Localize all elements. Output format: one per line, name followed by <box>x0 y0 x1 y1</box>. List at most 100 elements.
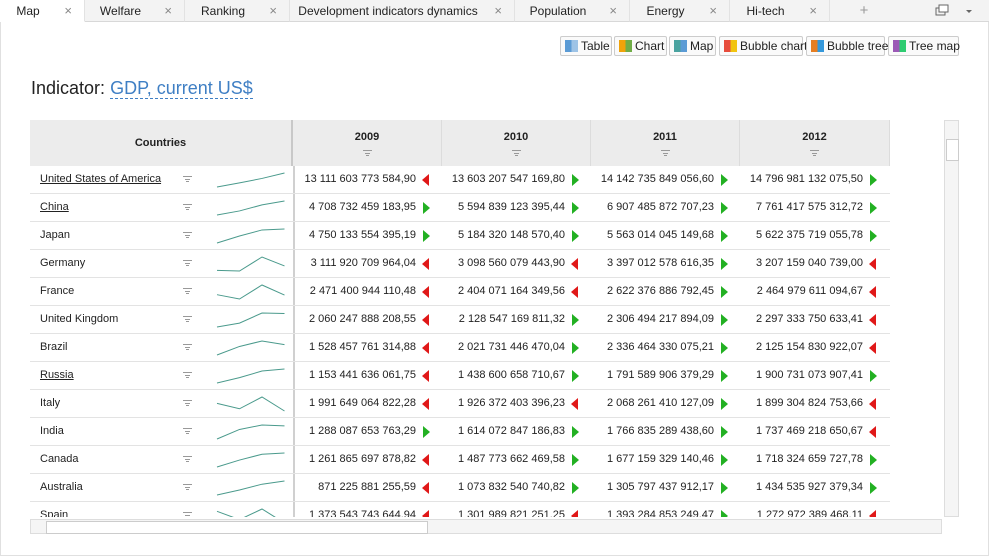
trend-arrow <box>721 258 728 270</box>
country-name: Italy <box>40 397 61 409</box>
tab-label: Population <box>529 4 587 18</box>
header-cell[interactable]: 2010 <box>442 120 591 166</box>
trend-down <box>422 454 429 466</box>
sort-filter-icon[interactable] <box>810 150 819 158</box>
value-cell: 1 373 543 743 644,94 <box>308 509 416 517</box>
row-filter-icon[interactable] <box>183 232 192 240</box>
trend-up <box>721 286 728 298</box>
country-name[interactable]: China <box>40 201 69 213</box>
sort-filter-icon[interactable] <box>362 150 372 158</box>
table-row: Germany 3 111 920 709 964,04 3 098 560 079… <box>30 250 890 278</box>
trend-down <box>422 314 429 326</box>
tab-close[interactable]: × <box>269 3 277 18</box>
trend-up <box>572 314 579 326</box>
trend-up <box>572 174 579 186</box>
window-controls[interactable] <box>930 3 980 19</box>
sparkline <box>216 424 285 440</box>
tab-close[interactable]: × <box>609 3 617 18</box>
tab-close[interactable]: × <box>809 3 817 18</box>
trend-down <box>422 482 429 494</box>
row-filter-icon[interactable] <box>183 456 192 464</box>
tab[interactable]: Population × <box>515 0 630 22</box>
trend-down <box>422 342 429 354</box>
scroll-thumb[interactable] <box>946 139 959 161</box>
view-button[interactable]: Bubble chart <box>719 36 807 56</box>
tab[interactable]: Energy × <box>630 0 730 22</box>
view-button[interactable]: Table <box>560 36 612 56</box>
country-name[interactable]: Russia <box>40 369 74 381</box>
tab-label: Map <box>16 4 40 18</box>
sparkline-line <box>216 480 285 496</box>
value-cell: 1 434 535 927 379,34 <box>755 481 863 493</box>
value-cell: 3 111 920 709 964,04 <box>310 257 416 269</box>
tab-close[interactable]: × <box>494 3 502 18</box>
country-name: Australia <box>40 481 83 493</box>
view-label: Bubble chart <box>740 39 808 53</box>
indicator-label: Indicator: <box>31 78 106 98</box>
header-cell[interactable]: Countries <box>30 120 293 166</box>
sort-filter-icon[interactable] <box>511 150 521 158</box>
view-button[interactable]: Bubble tree <box>806 36 888 56</box>
trend-up <box>870 230 877 242</box>
tab-close[interactable]: × <box>164 3 172 18</box>
row-filter-icon[interactable] <box>183 288 192 296</box>
trend-arrow <box>721 426 728 438</box>
add-tab[interactable]: + <box>859 2 869 19</box>
tab-close[interactable]: × <box>709 3 717 18</box>
sparkline <box>216 452 285 468</box>
row-filter-icon[interactable] <box>183 428 192 436</box>
value-cell: 1 614 072 847 186,83 <box>457 425 565 437</box>
row-filter-icon[interactable] <box>183 260 192 268</box>
header-cell[interactable]: 2012 <box>740 120 890 166</box>
sparkline-line <box>216 508 276 517</box>
indicator-link[interactable]: GDP, current US$ <box>110 78 253 99</box>
trend-arrow <box>869 398 876 410</box>
value-cell: 5 622 375 719 055,78 <box>755 229 863 241</box>
view-button[interactable]: Map <box>669 36 716 56</box>
value-cell: 1 791 589 906 379,29 <box>606 369 714 381</box>
row-filter-icon[interactable] <box>183 176 192 184</box>
sort-filter-icon[interactable] <box>660 150 670 158</box>
row-filter-icon[interactable] <box>183 372 192 380</box>
view-icon <box>724 40 737 52</box>
trend-arrow <box>870 482 877 494</box>
trend-up <box>572 454 579 466</box>
sparkline-line <box>216 172 285 188</box>
view-button[interactable]: Tree map <box>888 36 960 56</box>
tab[interactable]: Development indicators dynamics × <box>290 0 515 22</box>
tab[interactable]: Map × <box>0 0 85 22</box>
horizontal-scrollbar[interactable] <box>30 519 942 534</box>
trend-arrow <box>870 370 877 382</box>
tab-close[interactable]: × <box>64 3 72 18</box>
tab[interactable]: Ranking × <box>185 0 290 22</box>
trend-arrow <box>721 398 728 410</box>
header-cell[interactable]: 2011 <box>591 120 740 166</box>
row-filter-icon[interactable] <box>183 204 192 212</box>
header-cell[interactable]: 2009 <box>293 120 442 166</box>
row-filter-icon[interactable] <box>183 400 192 408</box>
sparkline-line <box>216 396 285 412</box>
trend-down <box>422 174 429 186</box>
country-name[interactable]: United States of America <box>40 173 162 185</box>
trend-up <box>572 230 579 242</box>
value-cell: 2 128 547 169 811,32 <box>458 313 565 325</box>
row-filter-icon[interactable] <box>183 344 192 352</box>
sparkline <box>216 284 285 300</box>
trend-up <box>721 510 728 517</box>
tab[interactable]: Welfare × <box>85 0 185 22</box>
view-label: Tree map <box>909 39 960 53</box>
country-name: Brazil <box>40 341 68 353</box>
row-filter-icon[interactable] <box>183 484 192 492</box>
view-button[interactable]: Chart <box>614 36 667 56</box>
trend-arrow <box>870 202 877 214</box>
row-filter-icon[interactable] <box>183 512 192 517</box>
table-row: Russia 1 153 441 636 061,75 1 438 600 658 … <box>30 362 890 390</box>
trend-down <box>571 286 578 298</box>
row-filter-icon[interactable] <box>183 316 192 324</box>
vertical-scrollbar[interactable] <box>944 120 959 517</box>
scroll-thumb[interactable] <box>46 521 428 534</box>
trend-down <box>869 314 876 326</box>
tab[interactable]: Hi-tech × <box>730 0 830 22</box>
trend-up <box>572 370 579 382</box>
